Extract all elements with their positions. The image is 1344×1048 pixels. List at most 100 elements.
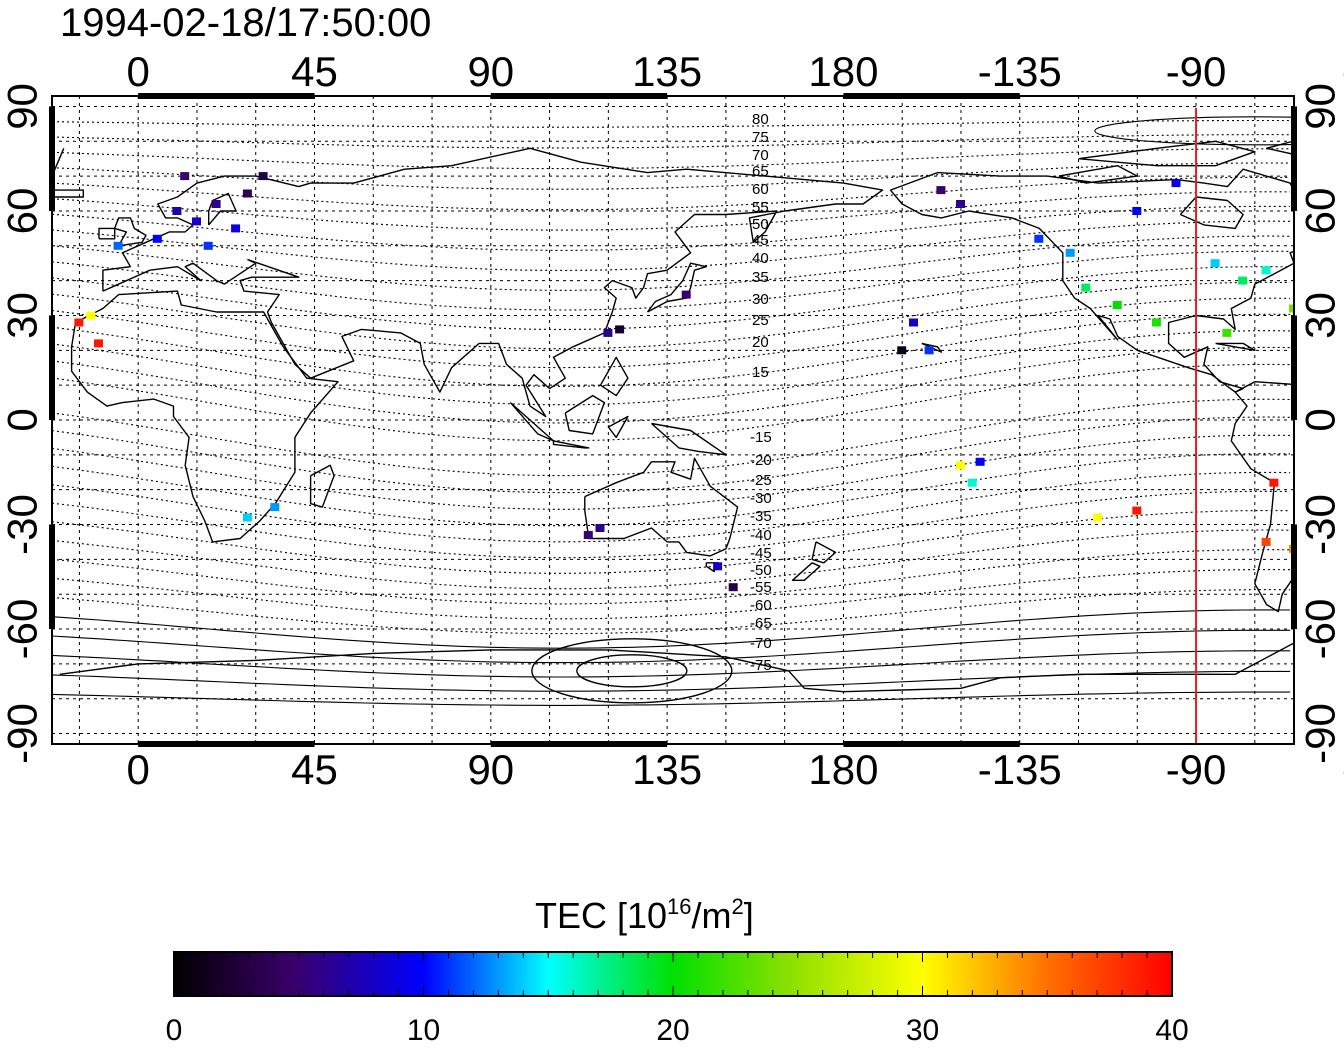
mlat-contour [52, 569, 1291, 620]
map-grid [52, 96, 1294, 744]
top-lon-tick-label: -45 [1342, 48, 1344, 95]
contour-label: 15 [752, 364, 769, 381]
tec-point [1261, 266, 1271, 275]
bottom-lon-tick-label: 0 [127, 746, 150, 793]
tec-point [615, 325, 625, 334]
coastline-path [1179, 196, 1244, 230]
contour-label: -70 [750, 635, 772, 652]
coastline-path [791, 562, 821, 581]
tec-point [180, 172, 190, 181]
tec-point [603, 328, 613, 337]
coastline-path [584, 457, 739, 557]
contour-label: 30 [752, 291, 769, 308]
mlat-contour [52, 134, 1291, 149]
tec-point [242, 513, 252, 522]
coastline-path [114, 217, 147, 247]
right-lat-axis: 90 60 30 0 -30 -60 -90 [1297, 83, 1344, 764]
top-edge-bar [843, 93, 1020, 99]
contour-label: 75 [752, 129, 769, 146]
right-edge-bar [1291, 524, 1297, 630]
tec-point [1034, 234, 1044, 243]
contour-label: 35 [752, 269, 769, 286]
top-lon-axis: 0 45 90 135 180 -135 -90 -45 [127, 48, 1344, 95]
coastline-path [1265, 140, 1294, 156]
tec-point [956, 200, 965, 208]
tec-point [1151, 318, 1161, 327]
coastline-path [843, 642, 1294, 693]
tec-point [728, 583, 738, 592]
contour-label: 45 [752, 232, 769, 249]
bottom-lon-tick-label: 45 [291, 746, 338, 793]
left-lat-tick-label: 60 [0, 188, 46, 235]
contour-label: -15 [750, 429, 772, 446]
mlat-contour [52, 363, 1291, 442]
right-edge-bar [1291, 106, 1297, 211]
tec-point [1132, 207, 1142, 215]
right-lat-tick-label: 60 [1297, 188, 1344, 235]
map-frame [51, 95, 1295, 745]
tec-observations [74, 172, 1337, 592]
coastline-path [564, 394, 606, 435]
top-lon-tick-label: 45 [291, 48, 338, 95]
right-lat-tick-label: -60 [1297, 599, 1344, 660]
tec-point [681, 290, 691, 299]
mlat-contour [52, 549, 1291, 605]
coastline-path [102, 147, 884, 418]
mlat-contour [52, 629, 1291, 664]
tec-point [1132, 506, 1142, 515]
tec-point [94, 339, 103, 348]
tec-point [242, 189, 252, 198]
mlat-contour [52, 650, 1291, 678]
coastline-path [599, 356, 629, 397]
left-edge-bar [49, 524, 55, 630]
tec-point [1328, 252, 1337, 260]
tec-point [1238, 276, 1248, 285]
contour-label: -45 [750, 545, 772, 562]
contour-label: -40 [750, 527, 772, 544]
contour-label: 40 [752, 250, 769, 267]
contour-label: -20 [750, 452, 772, 469]
colorbar-tick-label: 10 [407, 1014, 440, 1047]
tec-point [909, 318, 918, 327]
tec-point [172, 207, 182, 215]
tec-point [1081, 283, 1091, 292]
magnetic-latitude-contours [52, 116, 1294, 706]
bottom-lon-tick-label: -45 [1342, 746, 1344, 793]
tec-point [270, 503, 280, 512]
coastline-path [1058, 165, 1138, 184]
colorbar: TEC [1016/m2] 0 10 20 30 40 [166, 894, 1189, 1047]
coastlines [52, 140, 1294, 693]
left-lat-tick-label: 30 [0, 292, 46, 339]
left-lat-tick-label: -60 [0, 599, 46, 660]
tec-point [1112, 301, 1122, 309]
tec-point [583, 531, 593, 539]
left-edge-bar [49, 315, 55, 420]
bottom-lon-tick-label: -90 [1166, 746, 1227, 793]
coastline-path [607, 415, 629, 439]
coastline-path [811, 541, 837, 564]
map-area [49, 93, 1337, 747]
left-lat-tick-label: 0 [0, 408, 46, 431]
colorbar-tick-label: 30 [906, 1014, 939, 1047]
tec-point [74, 318, 84, 327]
coastline-path [651, 422, 727, 456]
tec-point [1210, 259, 1220, 268]
left-lat-axis: 90 60 30 0 -30 -60 -90 [0, 83, 46, 764]
mlat-contour [52, 434, 1291, 510]
bottom-edge-bar [490, 741, 668, 747]
mlat-contour [52, 176, 1291, 211]
right-lat-tick-label: 0 [1297, 408, 1344, 431]
top-lon-tick-label: 0 [127, 48, 150, 95]
contour-label: -50 [750, 562, 772, 579]
coastline-path [70, 290, 339, 543]
tec-point [113, 241, 123, 250]
mlat-contour [52, 266, 1291, 330]
contour-label: 25 [752, 312, 769, 329]
tec-point [1269, 478, 1279, 487]
bottom-lon-axis: 0 45 90 135 180 -135 -90 -45 [127, 746, 1344, 793]
contour-label: -60 [750, 597, 772, 614]
contour-label: -35 [750, 508, 772, 525]
coastline-path [59, 649, 844, 693]
